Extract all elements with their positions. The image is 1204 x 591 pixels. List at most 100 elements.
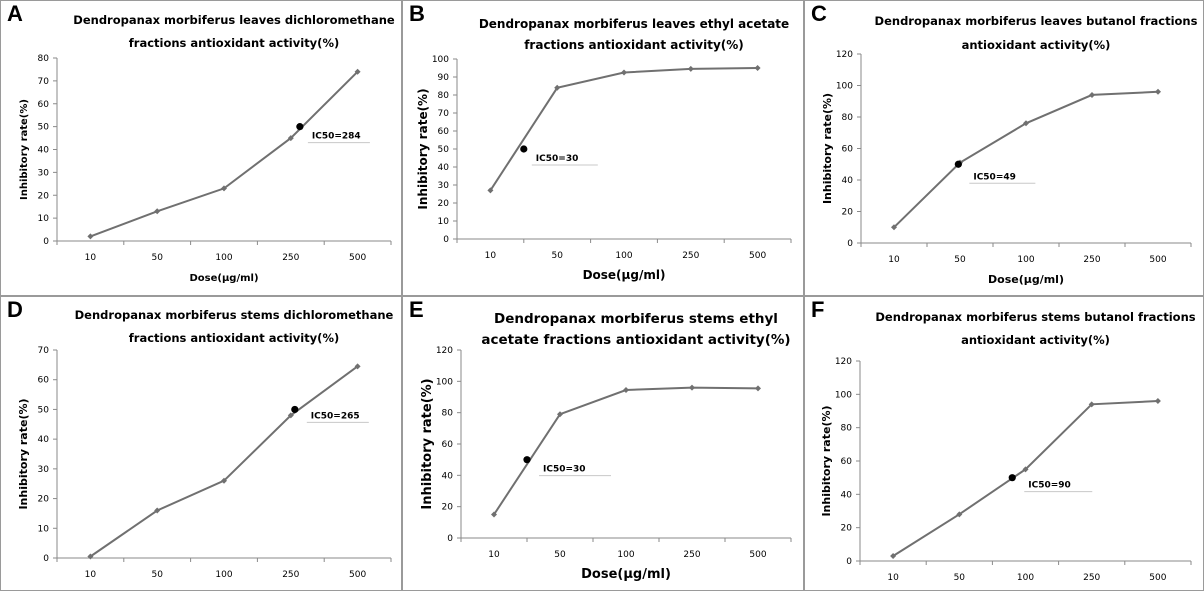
chart-title-line: fractions antioxidant activity(%)	[129, 36, 339, 50]
panel-letter: F	[811, 297, 825, 322]
data-point	[890, 553, 897, 559]
y-axis-label: Inhibitory rate(%)	[420, 378, 435, 509]
y-tick-label: 80	[438, 91, 450, 101]
data-point	[1155, 88, 1161, 95]
data-point	[891, 224, 897, 231]
y-tick-label: 40	[841, 490, 853, 500]
x-tick-label: 50	[151, 253, 163, 263]
data-point	[754, 65, 761, 71]
y-tick-label: 20	[842, 208, 854, 218]
y-tick-label: 120	[836, 50, 853, 60]
data-point	[354, 68, 361, 75]
y-tick-label: 0	[43, 237, 49, 247]
chart-title-line: Dendropanax morbiferus leaves dichlorome…	[73, 13, 395, 27]
data-point	[154, 507, 161, 514]
data-point	[221, 185, 227, 192]
y-tick-label: 80	[442, 409, 454, 419]
data-point	[1022, 466, 1029, 473]
y-tick-label: 80	[842, 113, 854, 123]
x-tick-label: 500	[1149, 255, 1166, 265]
y-tick-label: 70	[38, 77, 50, 87]
ic50-point	[1008, 474, 1016, 482]
data-point	[557, 411, 563, 418]
chart-title-line: antioxidant activity(%)	[961, 333, 1110, 347]
y-tick-label: 20	[841, 524, 853, 534]
data-point	[689, 384, 695, 391]
x-axis-label: Dose(μg/ml)	[988, 273, 1064, 286]
y-tick-label: 50	[438, 145, 450, 155]
ic50-point	[954, 160, 962, 168]
y-tick-label: 0	[846, 557, 852, 567]
ic50-point	[523, 456, 531, 464]
data-point	[491, 511, 497, 518]
y-tick-label: 0	[847, 239, 853, 249]
series-line	[90, 70, 359, 238]
panel-letter: A	[7, 1, 23, 26]
x-tick-label: 100	[617, 550, 634, 560]
data-point	[621, 69, 627, 76]
chart-title-line: Dendropanax morbiferus stems butanol fra…	[875, 310, 1195, 324]
chart-title-line: Dendropanax morbiferus stems dichloromet…	[75, 308, 394, 322]
series-line	[892, 400, 1158, 557]
x-tick-label: 100	[1017, 255, 1034, 265]
y-tick-label: 40	[442, 471, 454, 481]
data-point	[1089, 91, 1095, 98]
x-tick-label: 500	[349, 570, 366, 580]
y-tick-label: 10	[38, 524, 50, 534]
x-tick-label: 10	[85, 253, 97, 263]
series-line	[89, 365, 359, 558]
y-tick-label: 50	[38, 123, 50, 133]
series-line	[489, 67, 758, 191]
data-point	[1023, 120, 1029, 127]
x-tick-label: 10	[85, 570, 97, 580]
y-tick-label: 50	[38, 405, 50, 415]
data-point	[87, 233, 94, 240]
y-tick-label: 70	[38, 346, 50, 356]
x-tick-label: 100	[1017, 573, 1034, 583]
y-tick-label: 100	[835, 390, 852, 400]
chart-panel-f: Dendropanax morbiferus stems butanol fra…	[804, 296, 1204, 591]
data-point	[623, 386, 629, 393]
y-axis-label: Inhibitory rate(%)	[821, 93, 834, 204]
x-tick-label: 50	[151, 570, 163, 580]
y-tick-label: 30	[38, 465, 50, 475]
x-tick-label: 50	[554, 550, 566, 560]
data-point	[487, 187, 494, 194]
chart-panel-d: Dendropanax morbiferus stems dichloromet…	[0, 296, 402, 591]
y-tick-label: 60	[38, 100, 50, 110]
panel-letter: D	[7, 297, 23, 322]
x-tick-label: 500	[749, 251, 766, 261]
y-tick-label: 60	[842, 145, 854, 155]
y-axis-label: Inhibitory rate(%)	[17, 398, 30, 509]
x-tick-label: 50	[551, 251, 563, 261]
y-tick-label: 100	[436, 377, 453, 387]
data-point	[87, 553, 94, 560]
x-tick-label: 100	[215, 253, 232, 263]
x-tick-label: 10	[888, 255, 900, 265]
chart-svg: Dendropanax morbiferus leaves ethyl acet…	[416, 17, 792, 282]
y-tick-label: 10	[38, 214, 50, 224]
x-tick-label: 250	[682, 251, 699, 261]
ic50-label: IC50=284	[312, 132, 361, 142]
data-point	[154, 208, 161, 215]
x-tick-label: 10	[488, 550, 500, 560]
y-tick-label: 20	[38, 495, 50, 505]
y-tick-label: 40	[38, 435, 50, 445]
x-tick-label: 100	[215, 570, 232, 580]
data-point	[755, 385, 761, 392]
y-tick-label: 0	[43, 554, 49, 564]
data-point	[1088, 401, 1095, 408]
chart-panel-b: Dendropanax morbiferus leaves ethyl acet…	[402, 0, 804, 296]
y-tick-label: 20	[38, 191, 50, 201]
y-tick-label: 60	[442, 440, 454, 450]
chart-title-line: Dendropanax morbiferus leaves ethyl acet…	[479, 17, 789, 31]
panel-letter: B	[409, 1, 425, 26]
ic50-label: IC50=30	[536, 154, 579, 164]
x-tick-label: 250	[1083, 255, 1100, 265]
chart-title-line: Dendropanax morbiferus leaves butanol fr…	[875, 14, 1198, 28]
data-point	[956, 511, 963, 518]
y-tick-label: 0	[443, 235, 449, 245]
y-tick-label: 30	[38, 168, 50, 178]
y-tick-label: 90	[438, 73, 450, 83]
x-axis-label: Dose(μg/ml)	[189, 273, 258, 284]
